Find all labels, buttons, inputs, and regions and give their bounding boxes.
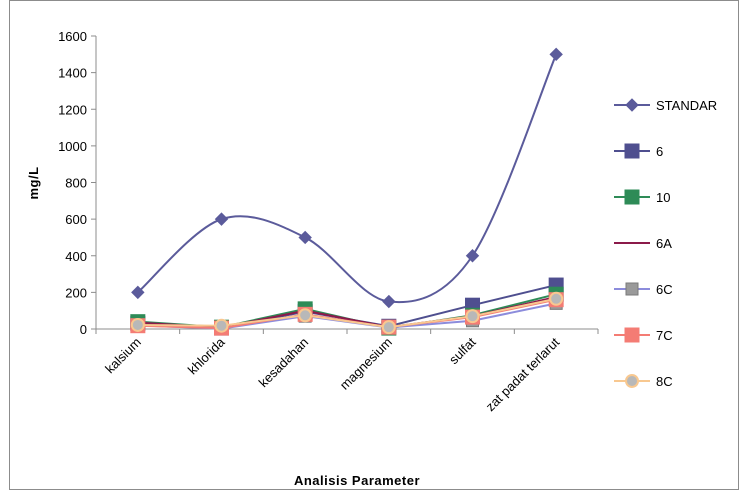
legend-label-6c: 6C <box>656 282 673 297</box>
data-point-standar <box>549 47 563 62</box>
data-point-standar <box>214 212 229 226</box>
data-point-standar <box>298 230 312 245</box>
legend-label-8c: 8C <box>656 374 673 389</box>
legend-label-7c: 7C <box>656 328 673 343</box>
legend-marker-6c <box>625 282 639 296</box>
x-category-label: sulfat <box>446 334 479 367</box>
data-point-8c <box>298 308 313 323</box>
legend-label-standar: STANDAR <box>656 98 717 113</box>
y-tick-label: 1200 <box>58 102 87 117</box>
data-point-8c <box>130 317 145 332</box>
x-category-label: khlorida <box>185 334 228 377</box>
series-line-7c <box>137 298 557 330</box>
chart-frame <box>9 0 739 490</box>
legend-marker-6 <box>624 143 640 159</box>
x-category-label: zat padat terlarut <box>483 334 563 414</box>
legend-marker-7c <box>624 327 640 343</box>
data-point-8c <box>549 291 564 306</box>
x-axis-title: Analisis Parameter <box>294 473 420 488</box>
data-point-standar <box>465 249 480 263</box>
data-point-8c <box>381 320 396 335</box>
data-point-standar <box>382 294 396 309</box>
legend-label-10: 10 <box>656 190 670 205</box>
data-point-8c <box>465 309 480 324</box>
y-tick-label: 1400 <box>58 66 87 81</box>
y-tick-label: 200 <box>65 285 87 300</box>
y-tick-label: 1000 <box>58 139 87 154</box>
y-tick-label: 600 <box>65 212 87 227</box>
y-axis-title: mg/L <box>26 166 41 199</box>
legend-marker-10 <box>624 189 640 205</box>
y-tick-label: 400 <box>65 249 87 264</box>
series-line-standar <box>137 53 558 304</box>
legend-label-6: 6 <box>656 144 663 159</box>
y-tick-label: 0 <box>80 322 87 337</box>
legend-marker-8c <box>625 374 639 388</box>
data-point-8c <box>214 318 229 333</box>
legend-marker-standar <box>625 98 639 112</box>
x-category-label: magnesium <box>337 335 395 393</box>
x-category-label: kesadahan <box>256 335 312 391</box>
legend-label-6a: 6A <box>656 236 672 251</box>
series-line-8c <box>137 297 557 329</box>
x-category-label: kalsium <box>102 335 144 377</box>
y-tick-label: 800 <box>65 176 87 191</box>
data-point-standar <box>131 285 145 300</box>
y-tick-label: 1600 <box>58 29 87 44</box>
